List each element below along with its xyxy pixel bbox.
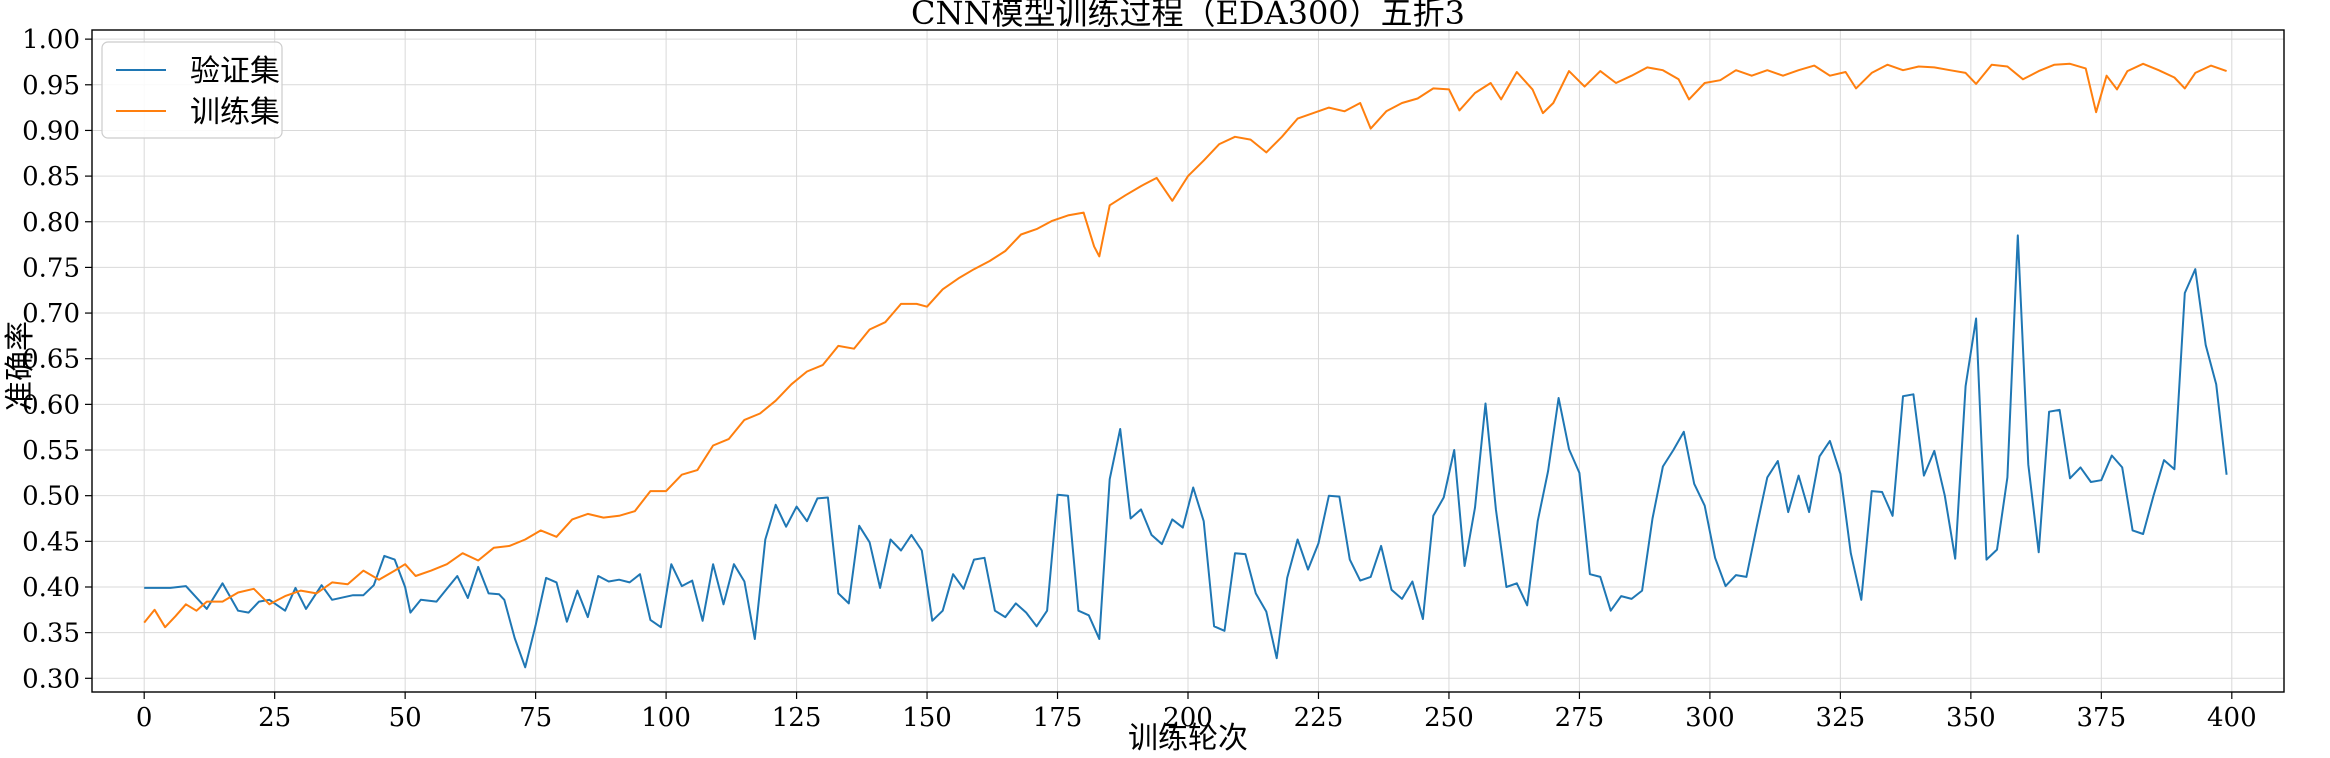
y-tick-label: 0.85 <box>22 162 80 192</box>
x-tick-label: 150 <box>902 703 952 733</box>
y-tick-label: 1.00 <box>22 25 80 55</box>
x-tick-label: 100 <box>641 703 691 733</box>
y-tick-label: 0.90 <box>22 116 80 146</box>
x-tick-label: 325 <box>1816 703 1866 733</box>
chart-title: CNN模型训练过程（EDA300）五折3 <box>911 0 1465 32</box>
validation-series-line <box>144 234 2228 669</box>
x-tick-label: 300 <box>1685 703 1735 733</box>
x-tick-label: 125 <box>772 703 822 733</box>
axis-ticks: 0 25 50 75 100 125 150 175 200 225 250 275 300 325 350… <box>22 25 2257 733</box>
x-tick-label: 25 <box>258 703 291 733</box>
y-tick-label: 0.35 <box>22 619 80 649</box>
x-tick-label: 400 <box>2207 703 2257 733</box>
y-tick-label: 0.65 <box>22 345 80 375</box>
y-axis-title: 准确率 <box>3 321 38 411</box>
x-tick-label: 75 <box>519 703 552 733</box>
x-tick-label: 225 <box>1294 703 1344 733</box>
y-tick-label: 0.30 <box>22 664 80 694</box>
y-tick-label: 0.95 <box>22 71 80 101</box>
y-tick-label: 0.40 <box>22 573 80 603</box>
grid <box>92 30 2284 692</box>
y-tick-label: 0.60 <box>22 390 80 420</box>
x-tick-label: 375 <box>2077 703 2127 733</box>
training-series-line <box>143 62 2227 629</box>
series-lines <box>143 62 2228 669</box>
x-tick-label: 200 <box>1163 703 1213 733</box>
x-axis-title: 训练轮次 <box>1128 721 1248 756</box>
legend-label-training: 训练集 <box>190 95 280 130</box>
x-tick-label: 350 <box>1946 703 1996 733</box>
x-tick-label: 275 <box>1555 703 1605 733</box>
y-tick-label: 0.70 <box>22 299 80 329</box>
y-tick-label: 0.45 <box>22 527 80 557</box>
x-tick-label: 0 <box>136 703 153 733</box>
x-tick-label: 175 <box>1033 703 1083 733</box>
legend: 验证集 训练集 <box>101 41 283 139</box>
x-tick-label: 50 <box>389 703 422 733</box>
y-tick-label: 0.55 <box>22 436 80 466</box>
y-tick-label: 0.75 <box>22 253 80 283</box>
y-tick-label: 0.80 <box>22 208 80 238</box>
legend-label-validation: 验证集 <box>190 54 280 89</box>
x-tick-label: 250 <box>1424 703 1474 733</box>
legend-box <box>101 41 283 139</box>
y-tick-label: 0.50 <box>22 482 80 512</box>
